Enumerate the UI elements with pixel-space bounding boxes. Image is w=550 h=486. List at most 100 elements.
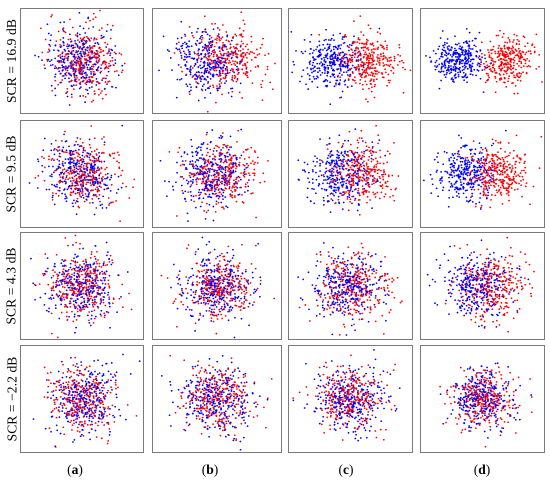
red-point [516,79,519,82]
red-point [368,67,371,70]
blue-point [65,65,67,68]
red-point [260,83,262,86]
red-point [362,49,365,52]
red-point [226,57,229,60]
blue-point [220,137,223,140]
blue-point [226,69,229,72]
blue-point [78,33,81,36]
blue-point [209,68,212,71]
red-point [222,77,225,79]
blue-point [200,165,203,167]
blue-point [168,50,171,53]
blue-point [320,61,322,64]
red-point [499,74,502,76]
blue-point [363,179,366,181]
blue-point [372,175,374,177]
red-point [499,47,502,50]
blue-point [100,34,103,37]
red-point [488,182,491,185]
blue-point [468,65,471,67]
blue-point [336,163,338,166]
blue-point [110,48,113,51]
blue-point [171,185,174,188]
red-point [193,51,196,53]
blue-point [468,52,471,55]
red-point [358,178,361,181]
red-point [502,58,505,61]
red-point [387,64,389,67]
red-point [225,52,228,55]
blue-point [213,59,216,62]
blue-point [217,64,220,66]
red-point [499,179,502,181]
red-point [240,44,242,47]
blue-point [343,178,345,180]
red-point [491,153,494,156]
blue-point [334,53,337,56]
red-point [230,163,233,165]
red-point [221,24,224,26]
red-point [506,41,509,44]
blue-point [236,186,239,189]
scatter-plot [158,11,276,113]
red-point [481,52,483,55]
blue-point [313,66,316,69]
red-point [509,63,512,66]
red-point [360,179,363,182]
blue-point [303,39,306,41]
blue-point [329,185,332,188]
blue-point [175,42,178,45]
blue-point [226,72,229,75]
blue-point [202,30,204,33]
blue-point [72,46,75,49]
red-point [233,186,235,189]
blue-point [204,185,207,188]
blue-point [206,62,209,64]
red-point [74,157,76,159]
red-point [88,143,91,146]
red-point [67,187,70,189]
blue-point [92,169,95,172]
red-point [507,66,510,69]
blue-point [191,145,193,148]
red-point [95,53,98,56]
red-point [253,172,256,175]
red-point [530,52,532,55]
blue-point [64,193,67,196]
red-point [220,193,223,196]
blue-point [229,135,232,138]
red-point [232,35,235,38]
red-point [519,79,522,82]
red-point [253,174,256,177]
red-point [382,62,385,64]
blue-point [110,174,113,177]
blue-point [453,81,455,83]
red-point [243,23,246,25]
blue-point [36,158,39,161]
red-point [233,74,236,77]
red-point [393,59,396,62]
blue-point [184,64,187,67]
blue-point [62,164,65,167]
red-point [220,37,223,40]
red-point [75,62,77,65]
red-point [79,37,82,40]
red-point [82,38,84,40]
red-point [349,67,351,70]
red-point [41,155,43,158]
red-point [93,137,96,140]
blue-point [339,158,342,161]
red-point [490,59,493,62]
red-point [520,169,523,172]
blue-point [457,73,460,76]
red-point [521,175,524,178]
red-point [206,165,208,167]
blue-point [216,169,218,172]
red-point [538,65,540,68]
red-point [356,47,359,49]
blue-point [431,183,434,186]
red-point [184,200,187,203]
red-point [524,53,527,56]
red-point [81,67,84,70]
red-point [67,178,70,181]
